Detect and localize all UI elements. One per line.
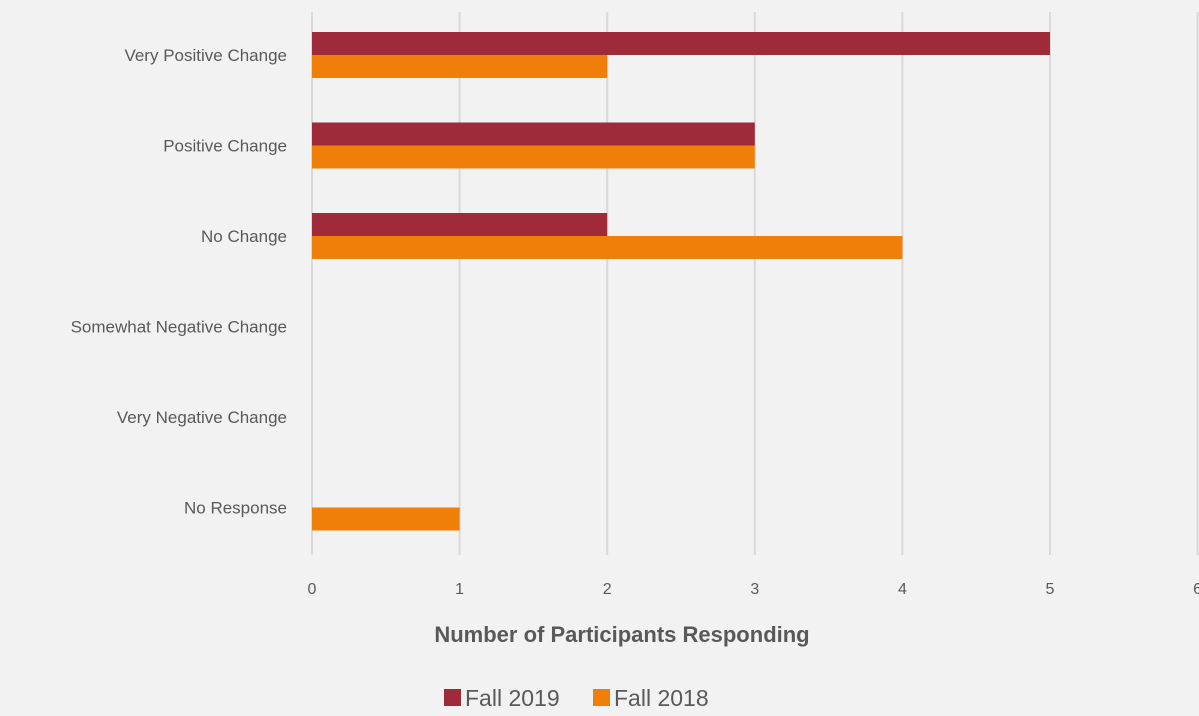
x-tick-label-4: 4: [898, 581, 907, 598]
category-label-no-response: No Response: [184, 499, 287, 518]
category-label-positive-change: Positive Change: [163, 137, 287, 156]
x-tick-labels: 0 1 2 3 4 5 6: [308, 581, 1199, 598]
bars: [312, 32, 1050, 531]
bar-fall-2019-no-change: [312, 213, 608, 236]
category-label-no-change: No Change: [201, 227, 287, 246]
bar-fall-2018-no-response: [312, 507, 460, 531]
category-label-somewhat-negative-change: Somewhat Negative Change: [71, 318, 287, 337]
bar-fall-2019-positive-change: [312, 122, 755, 146]
legend-swatch-fall-2019: [444, 689, 461, 706]
category-label-very-positive-change: Very Positive Change: [124, 46, 287, 65]
bar-fall-2018-positive-change: [312, 145, 755, 169]
gridlines: [311, 12, 1199, 555]
bar-fall-2018-very-positive-change: [312, 55, 608, 78]
bar-fall-2019-very-positive-change: [312, 32, 1050, 55]
x-tick-label-2: 2: [603, 581, 612, 598]
category-labels: Very Positive Change Positive Change No Ch…: [71, 46, 287, 518]
x-tick-label-6: 6: [1193, 581, 1199, 598]
x-tick-label-3: 3: [750, 581, 759, 598]
legend-swatch-fall-2018: [593, 689, 610, 706]
legend-label-fall-2018: Fall 2018: [614, 685, 709, 711]
x-tick-label-0: 0: [308, 581, 317, 598]
bar-fall-2018-no-change: [312, 236, 903, 259]
category-label-very-negative-change: Very Negative Change: [117, 408, 287, 427]
legend: Fall 2019 Fall 2018: [444, 685, 709, 711]
x-tick-label-5: 5: [1046, 581, 1055, 598]
x-axis-title: Number of Participants Responding: [434, 622, 809, 647]
legend-label-fall-2019: Fall 2019: [465, 685, 560, 711]
x-tick-label-1: 1: [455, 581, 464, 598]
